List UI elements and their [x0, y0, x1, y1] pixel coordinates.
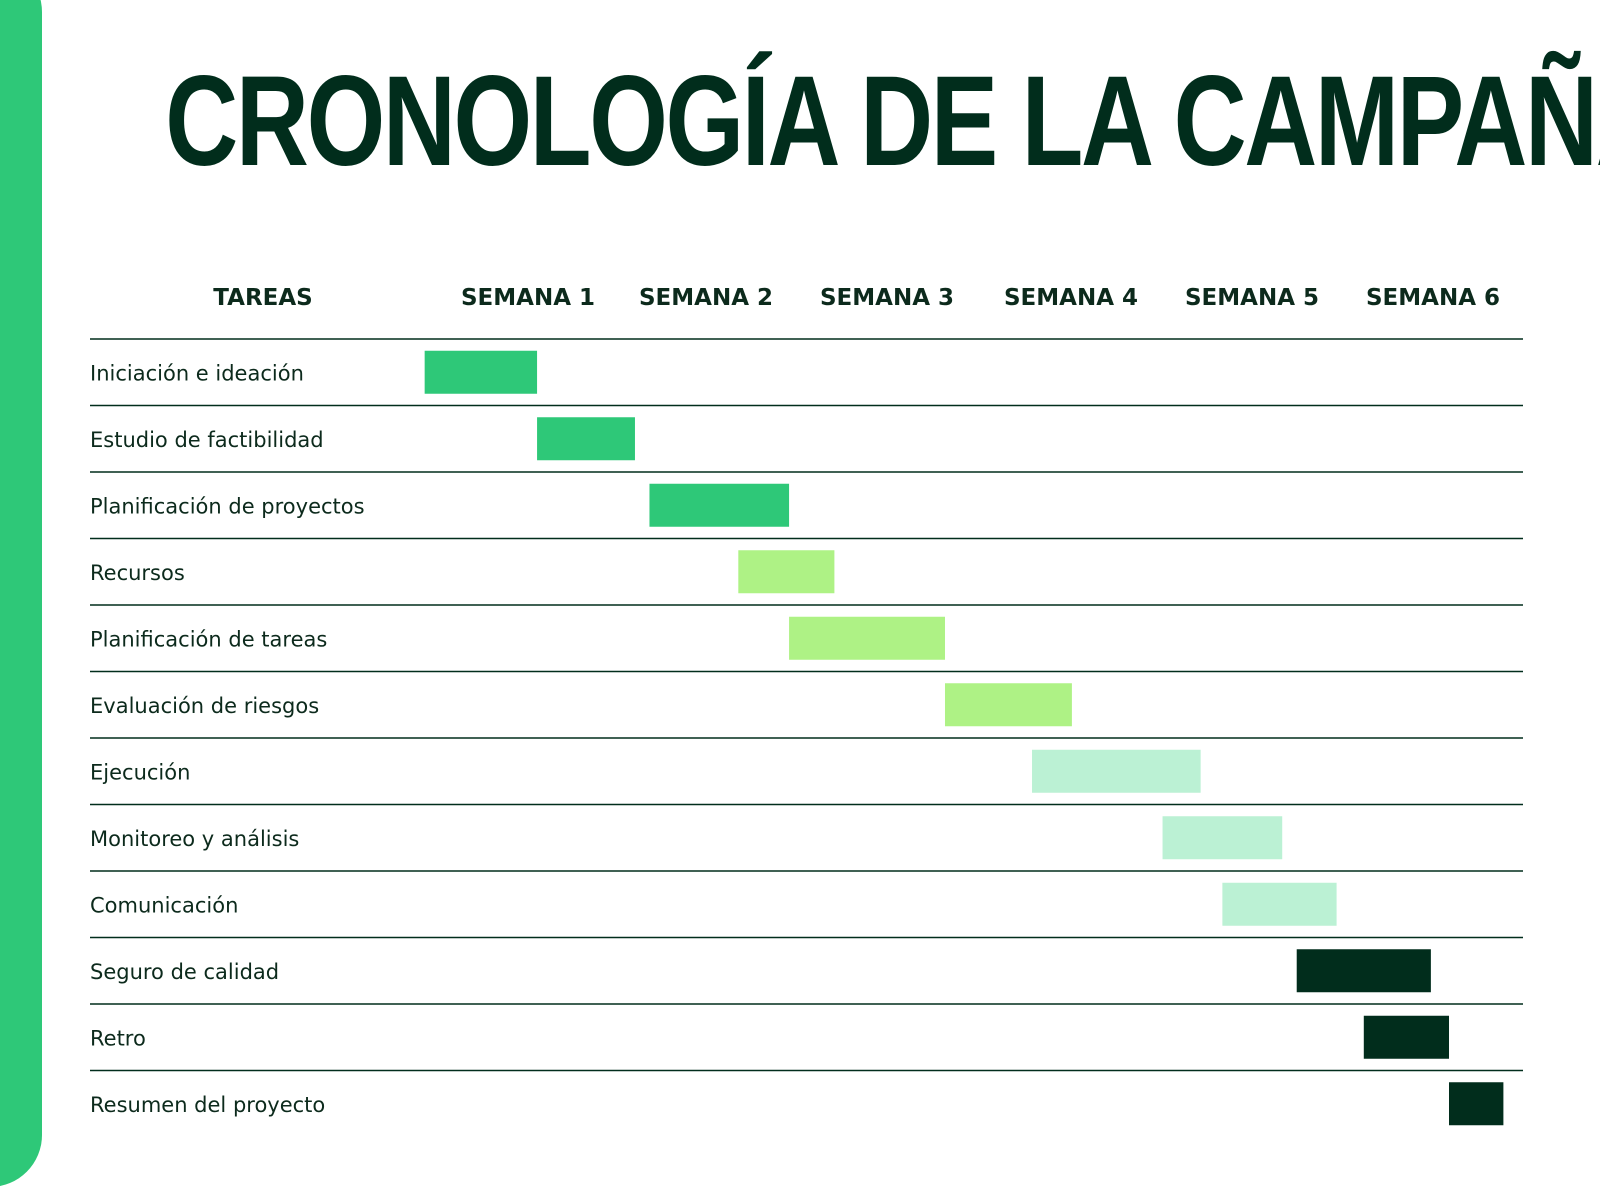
task-label-ejecucion: Ejecución	[90, 760, 190, 784]
task-bar-estudio-de-factibilidad	[537, 417, 635, 461]
accent-side-bar	[0, 0, 42, 1187]
task-bar-retro	[1363, 1015, 1450, 1059]
task-label-recursos: Recursos	[90, 561, 185, 585]
task-label-iniciacion-e-ideacion: Iniciación e ideación	[90, 361, 304, 385]
week-header-5: SEMANA 5	[1185, 285, 1319, 311]
week-header-4: SEMANA 4	[1004, 285, 1138, 311]
task-bar-planificacion-de-tareas	[789, 616, 945, 660]
task-label-resumen-del-proyecto: Resumen del proyecto	[90, 1093, 325, 1117]
task-bar-seguro-de-calidad	[1296, 949, 1431, 993]
task-bars	[424, 350, 1504, 1126]
task-bar-planificacion-de-proyectos	[649, 483, 790, 527]
chart-header: TAREAS SEMANA 1 SEMANA 2 SEMANA 3 SEMANA 4 SE…	[213, 285, 1500, 311]
task-bar-comunicacion	[1222, 882, 1337, 926]
task-labels: Iniciación e ideación Estudio de factibil…	[90, 361, 365, 1117]
task-label-evaluacion-de-riesgos: Evaluación de riesgos	[90, 694, 319, 718]
task-bar-iniciacion-e-ideacion	[424, 350, 538, 394]
week-header-2: SEMANA 2	[639, 285, 773, 311]
week-header-6: SEMANA 6	[1366, 285, 1500, 311]
task-bar-resumen-del-proyecto	[1449, 1082, 1504, 1126]
task-bar-ejecucion	[1032, 749, 1201, 793]
task-label-seguro-de-calidad: Seguro de calidad	[90, 960, 279, 984]
week-header-1: SEMANA 1	[461, 285, 595, 311]
task-label-planificacion-de-tareas: Planificación de tareas	[90, 627, 327, 651]
task-label-retro: Retro	[90, 1026, 146, 1050]
task-bar-monitoreo-y-analisis	[1162, 816, 1283, 860]
task-label-planificacion-de-proyectos: Planificación de proyectos	[90, 494, 365, 518]
task-label-estudio-de-factibilidad: Estudio de factibilidad	[90, 428, 324, 452]
week-header-3: SEMANA 3	[820, 285, 954, 311]
row-separators	[90, 338, 1523, 1072]
column-header-tareas: TAREAS	[213, 285, 313, 311]
task-bar-recursos	[738, 550, 835, 594]
task-label-monitoreo-y-analisis: Monitoreo y análisis	[90, 827, 299, 851]
page-title: CRONOLOGÍA DE LA CAMPAÑA	[165, 50, 1600, 193]
task-bar-evaluacion-de-riesgos	[944, 683, 1072, 727]
task-label-comunicacion: Comunicación	[90, 893, 238, 917]
